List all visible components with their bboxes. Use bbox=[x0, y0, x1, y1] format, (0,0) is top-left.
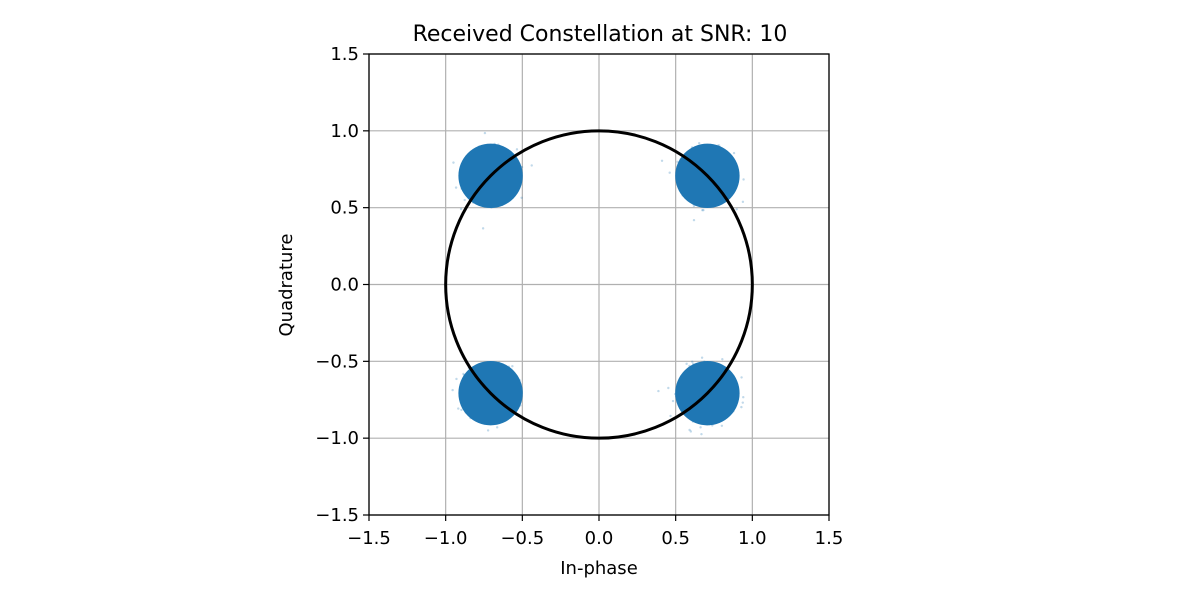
scatter-point bbox=[742, 396, 745, 399]
scatter-point bbox=[452, 161, 455, 164]
scatter-point bbox=[688, 428, 691, 432]
scatter-point bbox=[741, 200, 745, 204]
scatter-point bbox=[671, 399, 675, 403]
scatter-point bbox=[700, 432, 703, 436]
x-tick-label: −1.0 bbox=[424, 528, 468, 549]
scatter-point bbox=[515, 148, 519, 151]
scatter-point bbox=[740, 405, 743, 409]
scatter-point bbox=[455, 377, 458, 381]
x-axis-label: In-phase bbox=[560, 558, 638, 579]
y-tick-label: −0.5 bbox=[315, 351, 359, 372]
scatter-point bbox=[463, 198, 466, 202]
scatter-point bbox=[699, 426, 702, 429]
scatter-point bbox=[460, 408, 463, 412]
x-tick-label: 1.5 bbox=[815, 528, 844, 549]
scatter-point bbox=[720, 424, 724, 427]
x-tick-label: 0.5 bbox=[661, 528, 690, 549]
chart-title: Received Constellation at SNR: 10 bbox=[413, 22, 788, 47]
y-tick-label: 0.0 bbox=[330, 275, 359, 296]
x-tick-label: −0.5 bbox=[500, 528, 544, 549]
y-tick-label: −1.5 bbox=[315, 505, 359, 526]
scatter-point bbox=[742, 178, 745, 181]
scatter-point bbox=[741, 401, 744, 404]
scatter-point bbox=[511, 365, 514, 368]
scatter-point bbox=[483, 131, 487, 135]
scatter-point bbox=[454, 186, 458, 189]
y-tick-label: 1.0 bbox=[330, 121, 359, 142]
scatter-point bbox=[457, 407, 460, 410]
scatter-point bbox=[462, 372, 465, 376]
unit-circle bbox=[444, 129, 754, 440]
scatter-point bbox=[669, 414, 672, 418]
y-axis-label: Quadrature bbox=[276, 233, 297, 336]
scatter-point bbox=[702, 208, 705, 212]
scatter-cluster bbox=[451, 360, 523, 432]
scatter-point bbox=[520, 196, 523, 200]
scatter-point bbox=[701, 209, 704, 212]
scatter-point bbox=[530, 164, 533, 167]
scatter-point bbox=[481, 227, 485, 230]
scatter-point bbox=[735, 208, 738, 211]
scatter-point bbox=[691, 360, 694, 363]
y-tick-label: 1.5 bbox=[330, 44, 359, 65]
scatter-point bbox=[697, 142, 701, 145]
ticks: −1.5 −1.0 −0.5 0.0 0.5 1.0 1.5 −1.5 −1.0 −0.5 0.0 0… bbox=[315, 44, 843, 549]
scatter-cluster bbox=[657, 356, 745, 436]
scatter-point bbox=[495, 426, 499, 429]
scatter-point bbox=[732, 151, 736, 155]
x-tick-label: 1.0 bbox=[738, 528, 767, 549]
grid bbox=[368, 53, 830, 516]
scatter-point bbox=[692, 218, 696, 222]
scatter-point bbox=[740, 376, 743, 379]
x-tick-label: 0.0 bbox=[585, 528, 614, 549]
scatter-point bbox=[486, 429, 490, 432]
scatter-point bbox=[459, 207, 463, 211]
scatter-point bbox=[685, 362, 688, 366]
scatter-points bbox=[451, 131, 745, 436]
scatter-point bbox=[657, 389, 660, 393]
scatter-point bbox=[660, 159, 664, 162]
y-tick-label: 0.5 bbox=[330, 198, 359, 219]
x-tick-label: −1.5 bbox=[347, 528, 391, 549]
scatter-point bbox=[721, 358, 724, 361]
scatter-cluster bbox=[452, 131, 533, 230]
scatter-point bbox=[667, 386, 670, 390]
scatter-point bbox=[668, 171, 671, 174]
scatter-point bbox=[689, 430, 693, 433]
y-tick-label: −1.0 bbox=[315, 428, 359, 449]
scatter-point bbox=[451, 388, 454, 392]
scatter-point bbox=[692, 204, 696, 208]
scatter-point bbox=[700, 356, 704, 359]
reference-circle bbox=[444, 129, 754, 440]
